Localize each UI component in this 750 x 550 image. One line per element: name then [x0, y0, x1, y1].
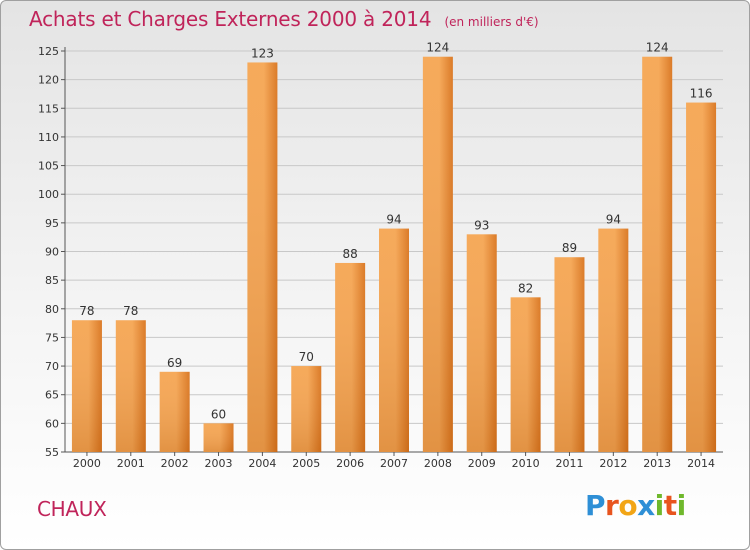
- bar-shade: [379, 228, 409, 452]
- x-tick-label: 2007: [380, 457, 408, 470]
- bar-value-label: 78: [123, 304, 138, 318]
- bar-value-label: 69: [167, 356, 182, 370]
- logo-letter: o: [618, 489, 638, 522]
- y-tick-label: 75: [45, 331, 59, 344]
- bar-shade: [203, 423, 234, 452]
- y-tick-label: 85: [45, 274, 59, 287]
- bar-value-label: 70: [299, 350, 314, 364]
- bar-value-label: 94: [386, 213, 401, 227]
- bar-shade: [335, 262, 366, 452]
- bar-value-label: 116: [690, 87, 713, 101]
- y-tick-label: 105: [38, 160, 59, 173]
- x-tick-label: 2000: [73, 457, 101, 470]
- commune-name: CHAUX: [37, 497, 107, 521]
- chart-title-text: Achats et Charges Externes 2000 à 2014: [29, 7, 432, 31]
- x-tick-label: 2004: [248, 457, 276, 470]
- y-tick-label: 125: [38, 45, 59, 58]
- y-tick-label: 80: [45, 303, 59, 316]
- y-tick-label: 120: [38, 74, 59, 87]
- logo-letter: i: [676, 489, 687, 522]
- bar-value-label: 123: [251, 46, 274, 60]
- bar-shade: [686, 102, 717, 453]
- y-tick-label: 100: [38, 188, 59, 201]
- bar-value-label: 88: [342, 247, 357, 261]
- bar-value-label: 60: [211, 407, 226, 421]
- x-tick-label: 2014: [687, 457, 715, 470]
- x-tick-label: 2001: [117, 457, 145, 470]
- x-tick-label: 2012: [599, 457, 627, 470]
- bar-shade: [510, 297, 541, 452]
- y-tick-label: 110: [38, 131, 59, 144]
- bar-value-label: 94: [606, 213, 621, 227]
- bar-value-label: 82: [518, 281, 533, 295]
- y-tick-label: 55: [45, 446, 59, 459]
- bar-value-label: 78: [79, 304, 94, 318]
- x-tick-label: 2003: [205, 457, 233, 470]
- logo-letter: t: [663, 489, 677, 522]
- bar-shade: [115, 320, 146, 452]
- x-tick-label: 2005: [292, 457, 320, 470]
- bar-value-label: 124: [426, 41, 449, 55]
- x-tick-label: 2008: [424, 457, 452, 470]
- y-tick-label: 65: [45, 389, 59, 402]
- y-tick-label: 60: [45, 417, 59, 430]
- bar-value-label: 124: [646, 41, 669, 55]
- logo-letter: r: [605, 489, 619, 522]
- bar-shade: [642, 56, 673, 452]
- x-tick-label: 2009: [468, 457, 496, 470]
- y-tick-label: 95: [45, 217, 59, 230]
- bar-shade: [466, 234, 497, 452]
- proxiti-logo[interactable]: Proxiti: [585, 489, 686, 522]
- bar-shade: [554, 257, 585, 452]
- bar-shade: [598, 228, 629, 452]
- bar-value-label: 93: [474, 218, 489, 232]
- chart-title: Achats et Charges Externes 2000 à 2014 (…: [29, 7, 539, 31]
- chart-unit-note: (en milliers d'€): [444, 15, 539, 29]
- y-tick-label: 90: [45, 246, 59, 259]
- logo-letter: x: [637, 489, 655, 522]
- bar-shade: [159, 371, 190, 452]
- x-tick-label: 2006: [336, 457, 364, 470]
- bar-shade: [291, 366, 322, 452]
- bar-shade: [422, 56, 453, 452]
- y-tick-label: 70: [45, 360, 59, 373]
- bar-shade: [247, 62, 278, 452]
- y-tick-label: 115: [38, 102, 59, 115]
- logo-letter: i: [654, 489, 665, 522]
- bar-value-label: 89: [562, 241, 577, 255]
- logo-letter: P: [585, 489, 606, 522]
- x-tick-label: 2002: [161, 457, 189, 470]
- bar-shade: [71, 320, 102, 452]
- x-tick-label: 2010: [512, 457, 540, 470]
- x-tick-label: 2011: [555, 457, 583, 470]
- x-tick-label: 2013: [643, 457, 671, 470]
